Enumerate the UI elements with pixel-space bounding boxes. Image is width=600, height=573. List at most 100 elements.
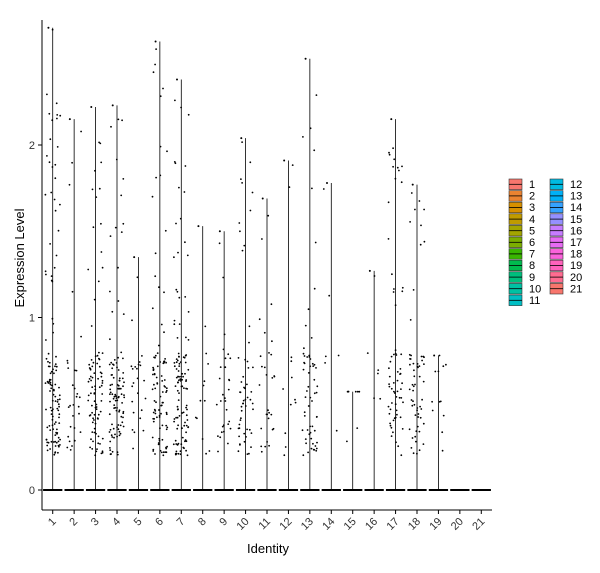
point	[267, 409, 269, 412]
point	[264, 445, 267, 448]
point	[243, 440, 246, 443]
point	[266, 441, 268, 443]
point	[95, 196, 98, 199]
legend-label: 15	[570, 214, 582, 226]
point	[51, 280, 54, 283]
point	[224, 397, 226, 399]
point	[224, 366, 227, 369]
point	[58, 394, 61, 397]
point	[410, 399, 413, 401]
point	[52, 331, 54, 334]
x-tick-label: 5	[132, 516, 145, 529]
point	[409, 319, 412, 321]
point	[178, 356, 180, 358]
point	[258, 318, 261, 321]
point	[55, 355, 57, 358]
point	[117, 300, 120, 302]
point	[173, 323, 176, 326]
point	[136, 276, 139, 279]
point	[181, 412, 184, 414]
point	[390, 435, 393, 437]
point	[163, 331, 165, 334]
point	[122, 385, 124, 388]
point	[309, 127, 312, 130]
legend-label: 10	[529, 283, 541, 295]
y-tick-label: 1	[29, 313, 35, 325]
legend-label: 21	[570, 283, 582, 295]
point	[94, 388, 97, 391]
point	[289, 403, 292, 406]
point	[78, 396, 81, 399]
point	[390, 426, 393, 429]
point	[418, 449, 421, 452]
point	[47, 381, 50, 384]
point	[366, 352, 369, 354]
point	[88, 367, 91, 369]
point	[130, 365, 133, 368]
x-axis-label: Identity	[247, 541, 289, 556]
point	[422, 355, 425, 358]
legend-label: 1	[529, 179, 535, 191]
point	[242, 402, 244, 405]
point	[67, 367, 70, 369]
legend-label: 2	[529, 191, 535, 203]
point	[412, 362, 415, 365]
point	[179, 380, 182, 382]
point	[80, 335, 82, 338]
point	[153, 372, 156, 375]
point	[159, 449, 162, 452]
point	[120, 351, 123, 354]
point	[100, 161, 103, 164]
point	[420, 224, 422, 227]
x-tick-label: 1	[46, 516, 59, 529]
point	[154, 63, 157, 66]
point	[109, 440, 112, 443]
point	[185, 424, 188, 427]
point	[294, 398, 296, 401]
point	[78, 412, 80, 415]
point	[73, 387, 76, 390]
point	[175, 222, 177, 225]
point	[101, 450, 104, 453]
point	[154, 354, 157, 357]
point	[131, 319, 133, 322]
point	[52, 322, 55, 325]
point	[178, 379, 180, 382]
point	[109, 391, 112, 394]
point	[116, 426, 118, 428]
point	[162, 454, 165, 457]
point	[238, 222, 241, 224]
point	[112, 397, 115, 400]
max-point	[347, 390, 350, 393]
point	[44, 270, 47, 273]
point	[244, 398, 247, 401]
point	[152, 369, 155, 372]
point	[399, 416, 402, 419]
point	[388, 383, 390, 385]
point	[181, 385, 184, 388]
point	[91, 421, 94, 424]
point	[307, 385, 310, 388]
point	[52, 393, 55, 396]
point	[159, 95, 162, 98]
point	[98, 386, 101, 389]
point	[204, 325, 207, 328]
max-point	[176, 78, 178, 81]
point	[51, 166, 54, 168]
point	[152, 71, 155, 74]
point	[165, 451, 168, 454]
point	[175, 358, 178, 360]
point	[401, 428, 404, 430]
point	[178, 296, 181, 299]
point	[377, 372, 379, 375]
point	[132, 382, 135, 384]
point	[51, 317, 54, 320]
point	[401, 290, 404, 293]
point	[118, 377, 121, 380]
point	[67, 435, 70, 438]
point	[180, 106, 183, 109]
point	[389, 360, 392, 363]
x-tick-label: 4	[110, 516, 123, 529]
point	[94, 454, 97, 457]
point	[45, 408, 47, 411]
